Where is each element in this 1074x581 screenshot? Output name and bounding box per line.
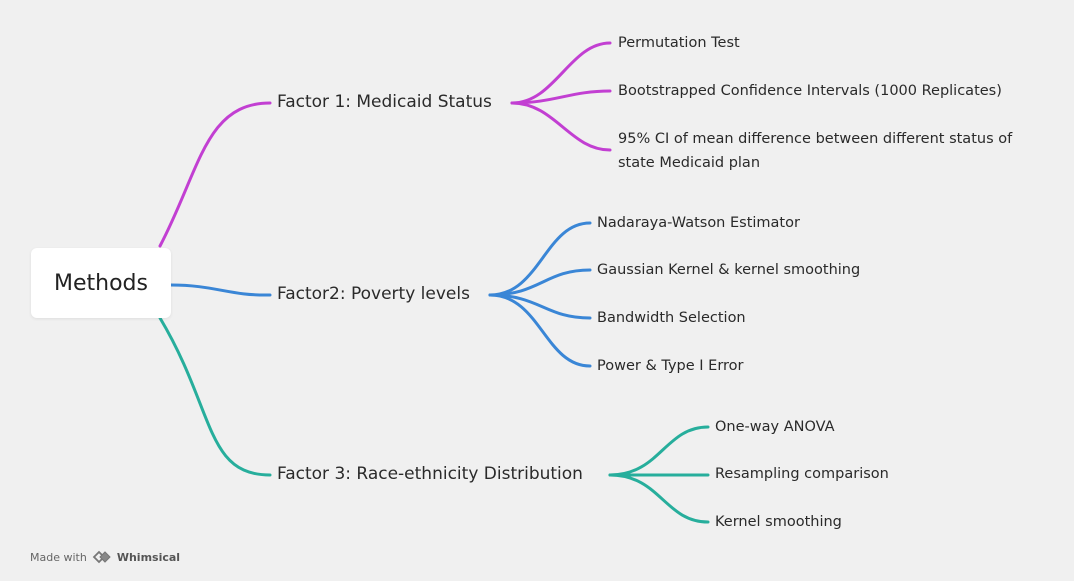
connector-factor1-leaf2 — [510, 89, 612, 105]
leaf-node[interactable]: Permutation Test — [618, 35, 740, 51]
leaf-node[interactable]: Bootstrapped Confidence Intervals (1000 … — [618, 83, 1002, 99]
connector-factor3-leaf1 — [608, 425, 710, 477]
leaf-node[interactable]: Resampling comparison — [715, 466, 889, 482]
root-node-methods[interactable]: Methods — [31, 248, 171, 318]
branch-node-factor2[interactable]: Factor2: Poverty levels — [274, 284, 473, 304]
footer-brand: Whimsical — [116, 550, 181, 564]
connector-factor3-leaf3 — [608, 473, 710, 524]
made-with-footer[interactable]: Made with Whimsical — [30, 550, 180, 564]
connector-factor2-leaf2 — [488, 268, 592, 297]
branch-node-factor1[interactable]: Factor 1: Medicaid Status — [274, 92, 495, 112]
branch-node-factor3[interactable]: Factor 3: Race-ethnicity Distribution — [274, 464, 586, 484]
connector-root-factor1 — [158, 101, 272, 248]
leaf-node[interactable]: Gaussian Kernel & kernel smoothing — [597, 262, 861, 278]
connector-factor2-leaf1 — [488, 221, 592, 297]
whimsical-logo-icon — [92, 550, 111, 564]
connector-factor1-leaf3 — [510, 101, 612, 152]
connector-factor1-leaf1 — [510, 41, 612, 105]
leaf-node[interactable]: Power & Type I Error — [597, 358, 744, 374]
leaf-node[interactable]: Kernel smoothing — [715, 514, 842, 530]
connector-root-factor2 — [169, 283, 272, 297]
leaf-node[interactable]: Bandwidth Selection — [597, 310, 746, 326]
leaf-node[interactable]: Nadaraya-Watson Estimator — [597, 215, 800, 231]
connector-factor2-leaf4 — [488, 293, 592, 368]
leaf-node[interactable]: One-way ANOVA — [715, 419, 835, 435]
footer-prefix: Made with — [30, 550, 87, 564]
connector-root-factor3 — [158, 316, 272, 477]
leaf-node[interactable]: 95% CI of mean difference between differ… — [618, 131, 1013, 171]
